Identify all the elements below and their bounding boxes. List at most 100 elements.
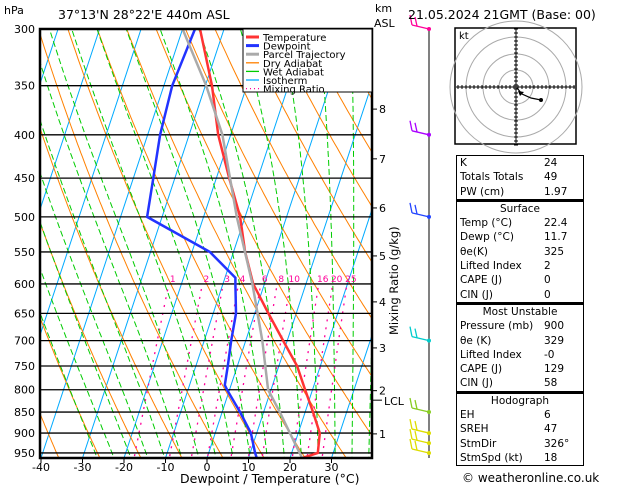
hodograph: kt	[449, 20, 583, 154]
surface-section: Surface Temp (°C) 22.4 Dewp (°C) 11.7 θe(K…	[456, 199, 584, 303]
stat-label: Totals Totals	[460, 171, 524, 184]
dewpoint-line	[145, 29, 258, 458]
temperature-line	[198, 29, 322, 458]
km-label: km	[375, 2, 392, 15]
wet-adiabat-line	[40, 266, 115, 458]
stat-value: 329	[544, 334, 565, 347]
x-tick-label: 10	[242, 461, 256, 474]
mixing-ratio-label: 16	[317, 275, 329, 285]
stat-row: CIN (J) 0	[460, 288, 580, 302]
pressure-tick-label: 600	[14, 278, 35, 291]
barb-shaft	[411, 407, 430, 413]
legend-label: Dewpoint	[263, 42, 311, 53]
pressure-tick-label: 400	[14, 129, 35, 142]
copyright: © weatheronline.co.uk	[462, 471, 599, 485]
stat-row: PW (cm) 1.97	[460, 185, 580, 199]
section-title: Surface	[499, 202, 540, 215]
stat-value: 1.97	[544, 185, 568, 198]
pressure-tick-label: 900	[14, 427, 35, 440]
barb-flag	[414, 328, 418, 338]
barb-flag	[409, 120, 413, 131]
stat-label: Lifted Index	[460, 348, 522, 361]
parcel-trajectory-line	[181, 29, 304, 458]
stat-value: 22.4	[544, 217, 568, 230]
wet-adiabat-line	[159, 29, 268, 458]
stat-value: 11.7	[544, 231, 568, 244]
most-unstable-section: Most Unstable Pressure (mb) 900 θe (K) 329…	[456, 302, 584, 392]
wet-adiabat-line	[40, 220, 132, 458]
plot-frame	[38, 27, 374, 460]
mixing-ratio-line	[261, 283, 291, 458]
barb-flag	[409, 397, 413, 409]
stat-label: PW (cm)	[460, 185, 505, 198]
wind-barb	[409, 429, 431, 446]
x-tick-label: -20	[115, 461, 133, 474]
lcl-label: LCL	[384, 395, 405, 408]
barb-flag	[414, 16, 418, 27]
stat-label: K	[460, 157, 467, 169]
section-title: Hodograph	[490, 394, 550, 407]
barb-shaft	[411, 448, 430, 454]
stat-value: 47	[544, 423, 558, 436]
legend-label: Temperature	[262, 33, 326, 44]
barb-flag	[414, 420, 418, 431]
wind-barb	[409, 418, 431, 436]
hpa-label: hPa	[4, 4, 24, 17]
dry-adiabat-line	[302, 29, 372, 154]
stat-label: CAPE (J)	[460, 363, 503, 376]
barb-shaft	[411, 212, 430, 218]
wet-adiabat-line	[198, 29, 285, 458]
isotherm-line	[330, 333, 372, 458]
indices-section: K 24 Totals Totals 49 PW (cm) 1.97	[456, 155, 584, 200]
stat-row: CAPE (J) 129	[460, 362, 580, 376]
dry-adiabat-line	[155, 29, 372, 437]
dry-adiabat-line	[588, 17, 629, 472]
barb-shaft	[411, 336, 430, 342]
mixing-ratio-label: 6	[262, 275, 268, 285]
wet-adiabat-line	[368, 313, 372, 458]
km-tick-label: 1	[379, 428, 386, 441]
storm-motion-icon	[518, 91, 524, 96]
mixing-ratio-label: 8	[278, 275, 284, 285]
stat-row: Lifted Index -0	[460, 348, 580, 362]
barb-flag	[409, 14, 413, 26]
stat-label: Dewp (°C)	[460, 231, 514, 244]
isotherm-line	[40, 29, 101, 212]
mixing-ratio-line	[190, 283, 224, 458]
wet-adiabat-line	[40, 171, 149, 458]
datetime-title: 21.05.2024 21GMT (Base: 00)	[408, 7, 596, 22]
hodograph-trace	[516, 87, 542, 101]
barb-shaft	[411, 438, 430, 444]
stat-label: CIN (J)	[460, 377, 493, 390]
stat-row: StmSpd (kt) 18	[460, 451, 580, 465]
wet-adiabat-line	[125, 29, 251, 458]
stat-row: EH 6	[460, 408, 580, 422]
barb-flag	[414, 122, 418, 132]
stat-value: -0	[544, 348, 555, 361]
km-tick-label: 4	[379, 296, 386, 309]
stat-value: 900	[544, 320, 565, 333]
stat-row: θe(K) 325	[460, 245, 580, 259]
wet-adiabat-line	[40, 60, 183, 458]
stat-label: EH	[460, 409, 475, 422]
x-tick-label: 30	[325, 461, 339, 474]
mixing-ratio-line	[230, 283, 262, 458]
x-axis-title: Dewpoint / Temperature (°C)	[180, 471, 359, 486]
km-tick-label: 8	[379, 103, 386, 116]
stat-row: θe (K) 329	[460, 334, 580, 348]
stat-value: 49	[544, 171, 558, 184]
profile-series	[145, 29, 322, 458]
location-title: 37°13'N 28°22'E 440m ASL	[58, 7, 230, 22]
mixing-ratio-line	[247, 283, 278, 458]
dry-adiabat-line	[214, 29, 372, 320]
mixing-ratio-label: 20	[331, 275, 343, 285]
barb-flag	[414, 399, 418, 410]
mixing-ratio-line	[206, 283, 240, 458]
dry-adiabat-line	[40, 316, 101, 458]
wind-barb	[409, 438, 431, 455]
wind-barb	[409, 120, 431, 137]
x-tick-label: 0	[204, 461, 211, 474]
x-tick-label: -30	[74, 461, 92, 474]
